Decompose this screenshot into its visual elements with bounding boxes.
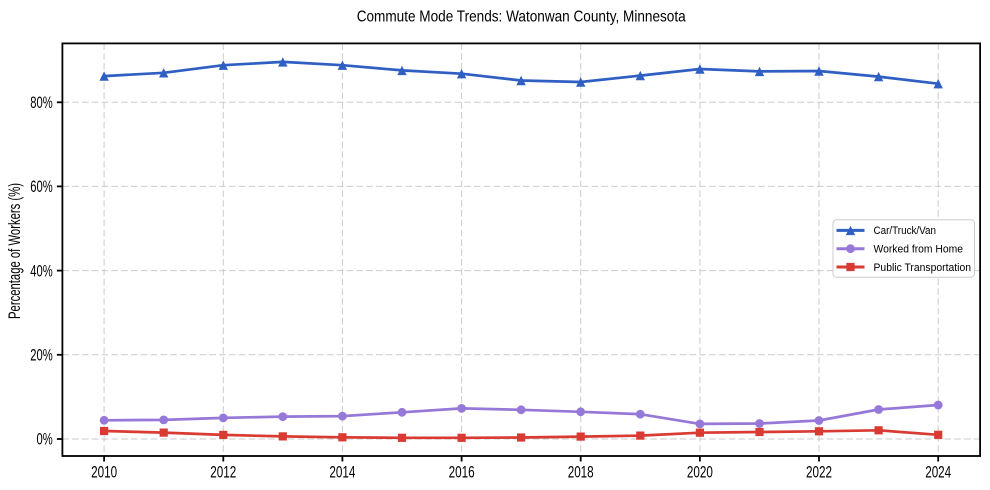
svg-text:2020: 2020 — [687, 463, 713, 482]
svg-text:2010: 2010 — [91, 463, 117, 482]
svg-text:2016: 2016 — [449, 463, 475, 482]
svg-text:2024: 2024 — [925, 463, 951, 482]
svg-text:Percentage of Workers (%): Percentage of Workers (%) — [6, 183, 24, 319]
svg-text:2018: 2018 — [568, 463, 594, 482]
svg-text:Car/Truck/Van: Car/Truck/Van — [874, 225, 937, 237]
svg-text:Commute Mode Trends: Watonwan: Commute Mode Trends: Watonwan County, Mi… — [357, 8, 686, 25]
svg-text:60%: 60% — [30, 177, 52, 196]
svg-text:Worked from Home: Worked from Home — [874, 244, 964, 256]
svg-text:40%: 40% — [30, 261, 52, 280]
svg-text:2022: 2022 — [806, 463, 832, 482]
svg-text:0%: 0% — [37, 430, 53, 449]
svg-text:2012: 2012 — [210, 463, 236, 482]
svg-text:20%: 20% — [30, 346, 52, 365]
svg-text:2014: 2014 — [329, 463, 355, 482]
svg-text:Public Transportation: Public Transportation — [874, 262, 972, 274]
svg-text:80%: 80% — [30, 93, 52, 112]
